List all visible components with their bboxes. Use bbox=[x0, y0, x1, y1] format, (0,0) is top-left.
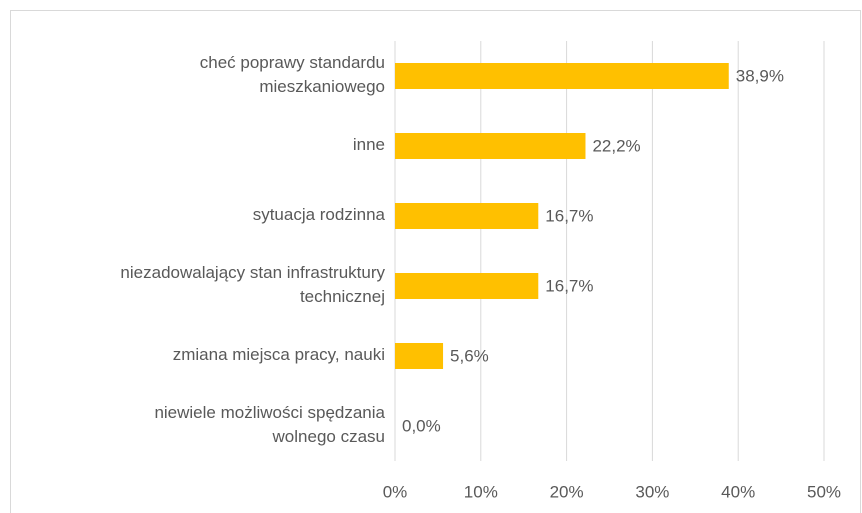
bar bbox=[395, 203, 539, 229]
y-tick-label: sytuacja rodzinna bbox=[253, 205, 386, 224]
x-tick-label: 0% bbox=[383, 482, 408, 501]
data-label: 16,7% bbox=[545, 276, 593, 295]
x-tick-label: 10% bbox=[464, 482, 498, 501]
y-tick-label: inne bbox=[353, 135, 385, 154]
x-tick-label: 30% bbox=[635, 482, 669, 501]
y-tick-label: niewiele możliwości spędzania wolnego cza… bbox=[154, 403, 385, 446]
y-tick-label: zmiana miejsca pracy, nauki bbox=[173, 345, 385, 364]
data-label: 0,0% bbox=[402, 416, 441, 435]
y-tick-label: cheć poprawy standardu mieszkaniowego bbox=[200, 53, 385, 96]
bar bbox=[395, 133, 586, 159]
x-tick-label: 40% bbox=[721, 482, 755, 501]
bar bbox=[395, 343, 444, 369]
x-tick-label: 20% bbox=[550, 482, 584, 501]
bar bbox=[395, 63, 729, 89]
data-label: 16,7% bbox=[545, 206, 593, 225]
chart-frame bbox=[10, 10, 861, 513]
bar bbox=[395, 273, 539, 299]
data-label: 5,6% bbox=[450, 346, 489, 365]
data-label: 22,2% bbox=[592, 136, 640, 155]
y-tick-label: niezadowalający stan infrastruktury techn… bbox=[120, 263, 385, 306]
data-label: 38,9% bbox=[736, 66, 784, 85]
x-tick-label: 50% bbox=[807, 482, 841, 501]
